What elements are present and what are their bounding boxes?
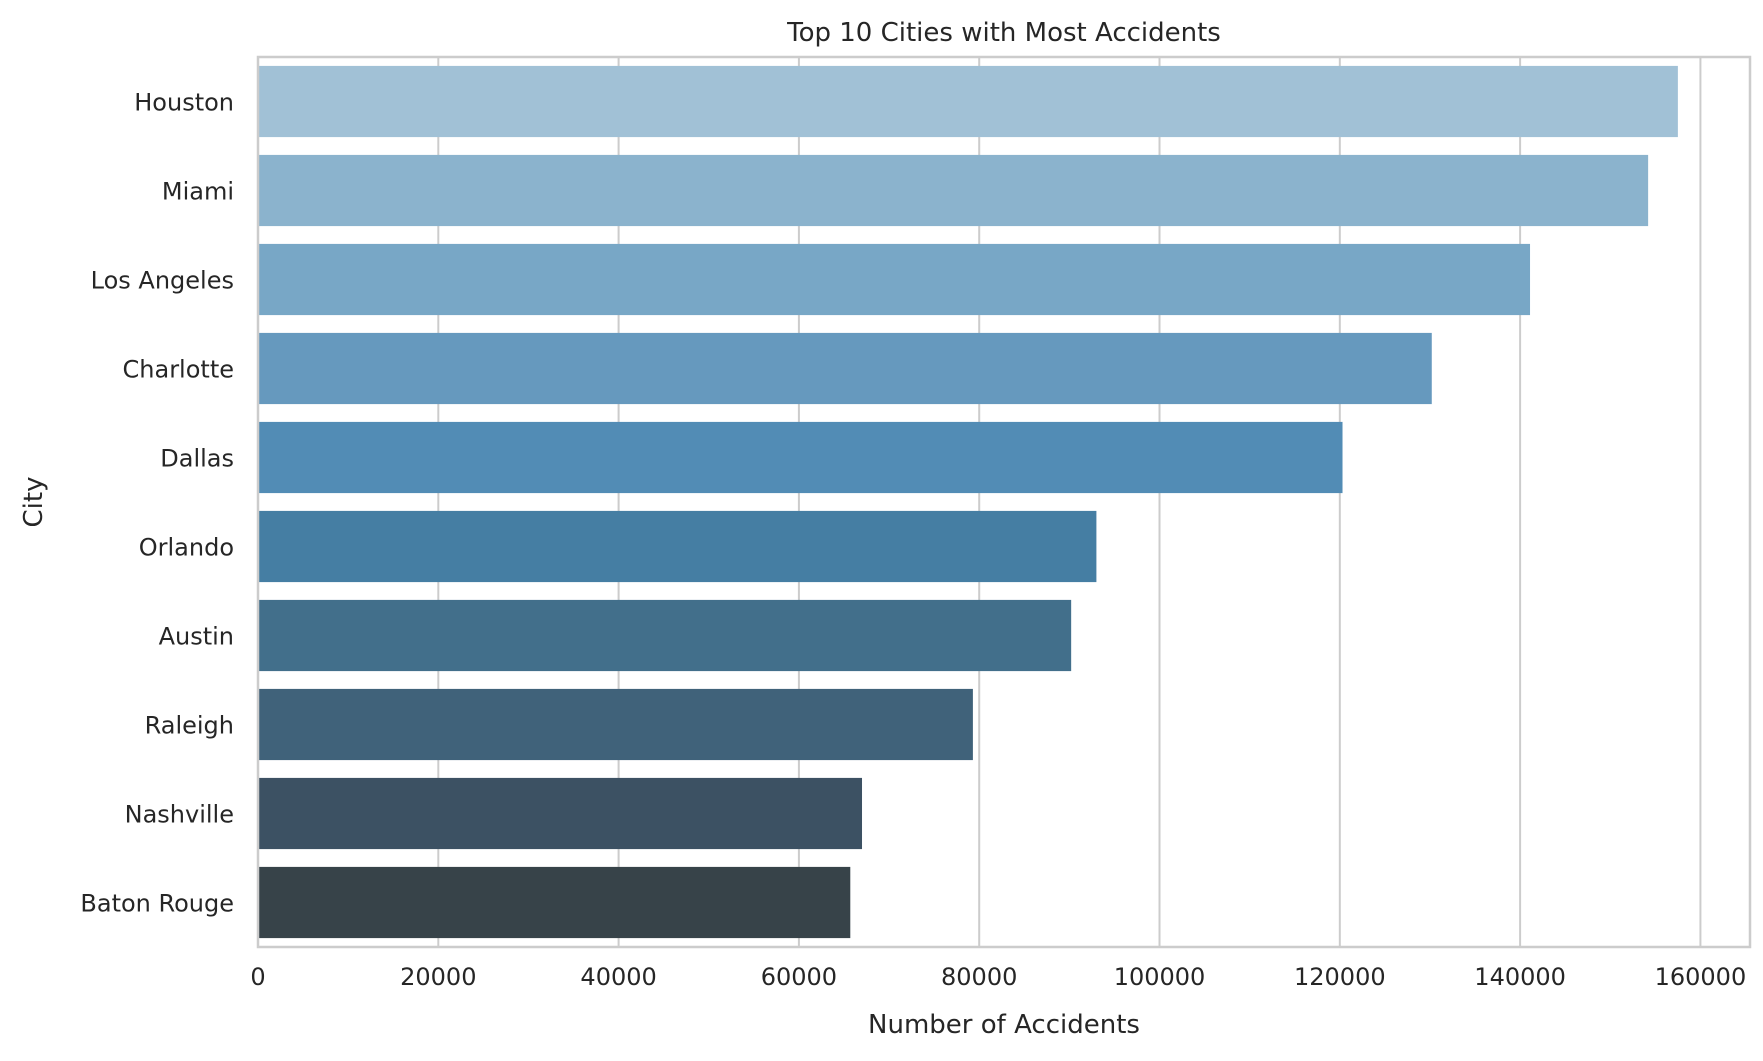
y-tick-labels: Houston Miami Los Angeles Charlotte Dallas Or…	[80, 89, 234, 918]
bar-baton-rouge	[258, 866, 851, 939]
y-tick-label: Baton Rouge	[80, 890, 234, 918]
y-tick-label: Houston	[134, 89, 234, 117]
bar-orlando	[258, 510, 1097, 583]
y-tick-label: Orlando	[139, 534, 234, 562]
x-tick-label: 60000	[761, 963, 837, 991]
chart-title: Top 10 Cities with Most Accidents	[786, 18, 1221, 48]
x-tick-label: 160000	[1655, 963, 1747, 991]
plot-frame	[256, 55, 1752, 949]
x-tick-label: 0	[250, 963, 265, 991]
bar-houston	[258, 65, 1678, 138]
y-tick-label: Raleigh	[145, 712, 234, 740]
y-tick-label: Los Angeles	[91, 267, 234, 295]
y-tick-label: Nashville	[125, 801, 234, 829]
x-tick-label: 40000	[580, 963, 656, 991]
y-tick-label: Dallas	[160, 445, 234, 473]
bar-miami	[258, 154, 1649, 227]
x-tick-label: 80000	[941, 963, 1017, 991]
y-axis-label: City	[19, 477, 49, 528]
bars	[258, 65, 1678, 939]
bar-austin	[258, 599, 1072, 672]
y-tick-label: Charlotte	[123, 356, 234, 384]
y-tick-label: Miami	[162, 178, 234, 206]
bar-los-angeles	[258, 243, 1531, 316]
x-tick-labels: 0 20000 40000 60000 80000 100000 120000 140000 1…	[250, 963, 1746, 991]
x-tick-label: 100000	[1114, 963, 1206, 991]
bar-charlotte	[258, 332, 1432, 405]
bar-raleigh	[258, 688, 973, 761]
x-axis-label: Number of Accidents	[868, 1010, 1140, 1040]
bar-nashville	[258, 777, 863, 850]
x-tick-label: 140000	[1474, 963, 1566, 991]
bar-dallas	[258, 421, 1343, 494]
y-tick-label: Austin	[159, 623, 234, 651]
x-tick-label: 20000	[400, 963, 476, 991]
x-tick-label: 120000	[1294, 963, 1386, 991]
